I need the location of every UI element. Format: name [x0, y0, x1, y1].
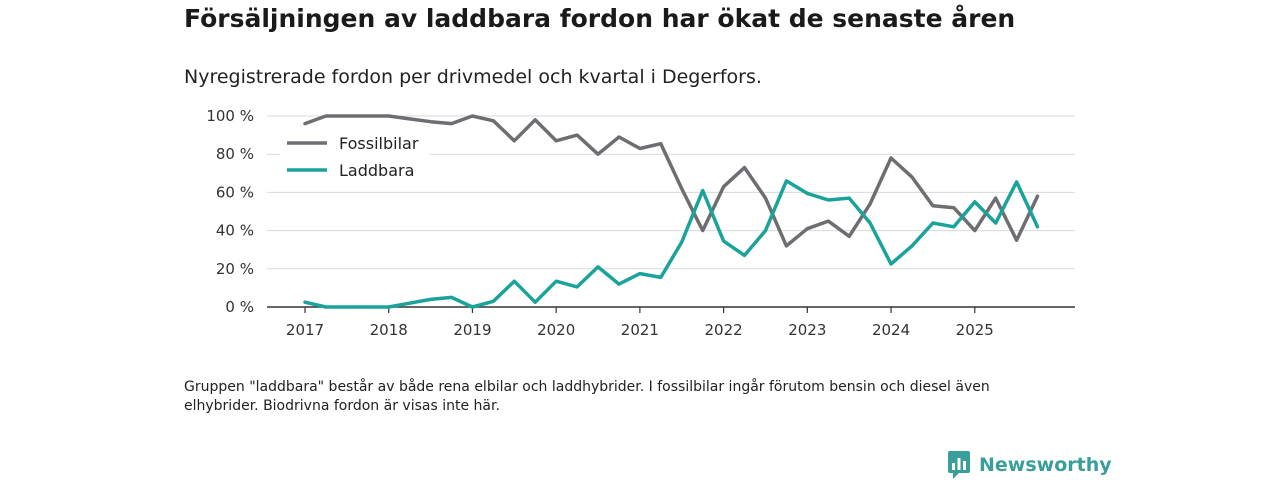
- x-tick-label: 2020: [537, 321, 575, 339]
- legend-label-fossilbilar: Fossilbilar: [339, 134, 419, 153]
- y-tick-label: 40 %: [216, 222, 254, 240]
- x-tick-label: 2022: [705, 321, 743, 339]
- series-line-laddbara: [303, 179, 1040, 309]
- y-tick-label: 20 %: [216, 260, 254, 278]
- x-tick-label: 2024: [872, 321, 910, 339]
- chart-subtitle: Nyregistrerade fordon per drivmedel och …: [184, 66, 762, 88]
- x-tick-label: 2025: [956, 321, 994, 339]
- y-tick-label: 80 %: [216, 145, 254, 163]
- x-tick-label: 2021: [621, 321, 659, 339]
- chart-title: Försäljningen av laddbara fordon har öka…: [184, 4, 1016, 33]
- newsworthy-chart-bubble-icon: [948, 451, 970, 479]
- x-tick-label: 2019: [453, 321, 491, 339]
- series-line-fossilbilar: [303, 114, 1040, 248]
- legend-label-laddbara: Laddbara: [339, 161, 414, 180]
- x-tick-label: 2018: [370, 321, 408, 339]
- chart-footnote: Gruppen "laddbara" består av både rena e…: [184, 379, 990, 414]
- x-tick-label: 2017: [286, 321, 324, 339]
- y-tick-label: 100 %: [206, 107, 254, 125]
- x-tick-label: 2023: [788, 321, 826, 339]
- y-tick-label: 60 %: [216, 183, 254, 201]
- y-tick-label: 0 %: [225, 298, 254, 316]
- legend-background: [280, 130, 430, 186]
- brand-logo: Newsworthy: [948, 450, 1112, 480]
- brand-name: Newsworthy: [979, 454, 1112, 476]
